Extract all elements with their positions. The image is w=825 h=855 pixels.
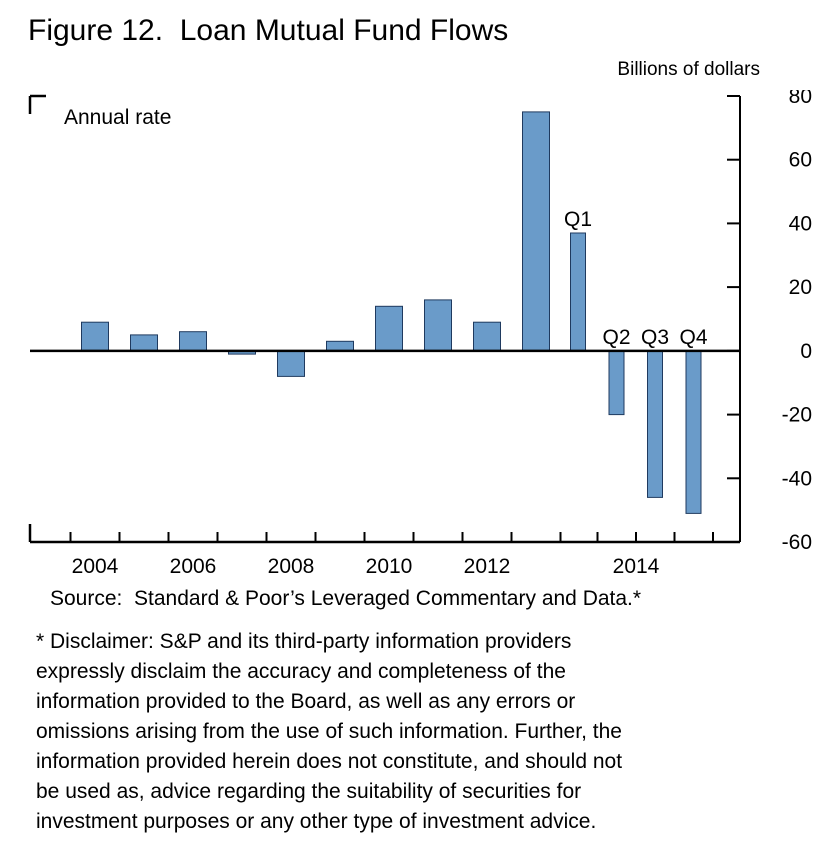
y-tick-label: 40 bbox=[789, 213, 812, 236]
bar-2014-q1 bbox=[570, 232, 586, 352]
bar-period-label-q3: Q3 bbox=[641, 326, 669, 349]
y-tick-label: -20 bbox=[782, 404, 812, 427]
x-axis-label-2008: 2008 bbox=[268, 555, 315, 578]
disclaimer-line: investment purposes or any other type of… bbox=[36, 810, 597, 834]
source-line: Source: Standard & Poor’s Leveraged Comm… bbox=[50, 587, 642, 611]
bar-period-label-q1: Q1 bbox=[564, 208, 592, 231]
y-tick-label: 20 bbox=[789, 276, 812, 299]
disclaimer-line: omissions arising from the use of such i… bbox=[36, 720, 622, 744]
disclaimer-line: information provided herein does not con… bbox=[36, 750, 623, 774]
disclaimer-line: information provided to the Board, as we… bbox=[36, 690, 576, 714]
disclaimer: * Disclaimer: S&P and its third-party in… bbox=[36, 627, 825, 837]
bar-2014-q2 bbox=[608, 350, 625, 416]
bar-2011 bbox=[424, 299, 452, 352]
y-tick-label: 0 bbox=[800, 340, 812, 363]
bar-2013 bbox=[522, 111, 550, 352]
disclaimer-line: expressly disclaim the accuracy and comp… bbox=[36, 660, 566, 684]
x-axis-label-2014: 2014 bbox=[613, 555, 660, 578]
figure-title: Figure 12. Loan Mutual Fund Flows bbox=[28, 14, 509, 47]
disclaimer-line: be used as, advice regarding the suitabi… bbox=[36, 780, 582, 804]
bar-2009 bbox=[326, 341, 354, 352]
bar-2004 bbox=[81, 322, 109, 352]
y-tick-label: 80 bbox=[789, 90, 812, 108]
bar-2008 bbox=[277, 350, 305, 378]
annual-rate-label: Annual rate bbox=[64, 106, 171, 129]
x-axis-label-2004: 2004 bbox=[72, 555, 119, 578]
bar-period-label-q2: Q2 bbox=[602, 326, 630, 349]
x-axis-label-2006: 2006 bbox=[170, 555, 217, 578]
disclaimer-line: * Disclaimer: S&P and its third-party in… bbox=[36, 630, 572, 654]
x-axis-label-2010: 2010 bbox=[366, 555, 413, 578]
bar-2006 bbox=[179, 331, 207, 352]
y-tick-label: -60 bbox=[782, 531, 812, 554]
bar-period-label-q4: Q4 bbox=[679, 326, 707, 349]
bar-2014-q4 bbox=[685, 350, 702, 515]
bar-2012 bbox=[473, 322, 501, 352]
bar-2010 bbox=[375, 306, 403, 352]
y-tick-label: 60 bbox=[789, 149, 812, 172]
bar-2005 bbox=[130, 334, 158, 352]
y-tick-label: -40 bbox=[782, 468, 812, 491]
units-label: Billions of dollars bbox=[617, 58, 760, 80]
bar-2014-q3 bbox=[647, 350, 663, 499]
loan-mutual-fund-flows-chart: Q1 Q2 Q3 Q4 80 60 40 20 0 -20 -40 -60 2004 2006 2008 20… bbox=[28, 90, 812, 578]
x-axis-label-2012: 2012 bbox=[464, 555, 511, 578]
